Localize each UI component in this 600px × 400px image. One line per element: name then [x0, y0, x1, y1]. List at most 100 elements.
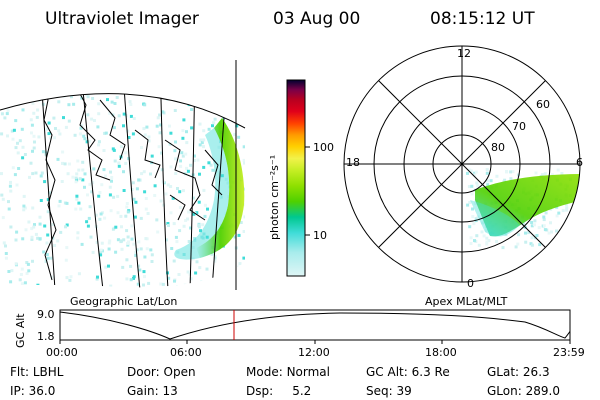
noise-speck	[172, 222, 176, 226]
noise-speck	[198, 143, 202, 147]
polar-noise-speck	[530, 243, 534, 247]
noise-speck	[64, 225, 67, 229]
noise-speck	[173, 87, 176, 90]
noise-speck	[229, 93, 233, 95]
noise-speck	[2, 241, 6, 245]
noise-speck	[143, 255, 147, 259]
noise-speck	[97, 140, 101, 144]
noise-speck	[9, 280, 13, 284]
noise-speck	[0, 172, 3, 176]
noise-speck	[46, 210, 50, 214]
noise-speck	[35, 115, 39, 119]
noise-speck	[21, 156, 25, 160]
noise-speck	[181, 87, 184, 90]
noise-speck	[75, 79, 78, 82]
noise-speck	[122, 238, 126, 242]
noise-speck	[69, 275, 73, 279]
noise-speck	[120, 225, 123, 229]
noise-speck	[201, 236, 205, 240]
noise-speck	[230, 89, 233, 92]
polar-noise-speck	[555, 214, 559, 218]
noise-speck	[181, 189, 185, 193]
noise-speck	[233, 235, 237, 239]
mlt-label-18: 18	[346, 156, 360, 169]
noise-speck	[239, 62, 242, 65]
noise-speck	[129, 264, 133, 268]
polar-noise-speck	[549, 221, 552, 225]
noise-speck	[211, 252, 214, 256]
polar-noise-speck	[486, 183, 490, 187]
geo-meridians	[39, 93, 229, 288]
polar-noise-speck	[471, 207, 474, 211]
noise-speck	[129, 278, 133, 282]
polar-noise-speck	[516, 173, 520, 177]
polar-noise-speck	[476, 215, 480, 219]
polar-noise-speck	[473, 239, 476, 243]
polar-noise-speck	[486, 179, 490, 183]
noise-speck	[99, 253, 103, 257]
noise-speck	[14, 119, 18, 123]
noise-speck	[51, 285, 55, 288]
noise-speck	[57, 129, 61, 133]
noise-speck	[145, 247, 149, 251]
altitude-curve	[59, 311, 571, 340]
noise-speck	[132, 242, 136, 246]
noise-speck	[79, 73, 82, 76]
noise-speck	[98, 251, 102, 254]
polar-noise-speck	[468, 225, 472, 229]
noise-speck	[3, 116, 7, 120]
noise-speck	[82, 86, 85, 89]
polar-panel-label: Apex MLat/MLT	[425, 295, 508, 308]
noise-speck	[110, 81, 113, 84]
noise-speck	[4, 99, 7, 103]
polar-noise-speck	[530, 236, 534, 240]
noise-speck	[38, 237, 42, 241]
noise-speck	[23, 153, 27, 156]
noise-speck	[61, 161, 64, 165]
noise-speck	[66, 77, 69, 80]
noise-speck	[7, 207, 11, 211]
noise-speck	[124, 67, 127, 70]
noise-speck	[9, 180, 12, 184]
noise-speck	[17, 167, 21, 170]
noise-speck	[143, 103, 147, 107]
noise-speck	[130, 237, 134, 241]
noise-speck	[195, 211, 199, 215]
noise-speck	[185, 166, 188, 170]
noise-speck	[219, 195, 223, 199]
noise-speck	[86, 71, 89, 74]
noise-speck	[67, 162, 71, 166]
noise-speck	[249, 67, 252, 70]
noise-speck	[22, 65, 25, 68]
noise-speck	[147, 139, 151, 143]
noise-speck	[103, 216, 107, 220]
noise-speck	[67, 60, 70, 63]
polar-noise-speck	[540, 173, 544, 177]
noise-speck	[89, 287, 92, 290]
noise-speck	[217, 145, 221, 149]
noise-speck	[15, 183, 19, 187]
polar-noise-speck	[578, 236, 580, 240]
noise-speck	[132, 276, 135, 280]
noise-speck	[177, 273, 181, 276]
noise-speck	[134, 251, 138, 255]
noise-speck	[25, 271, 29, 275]
noise-speck	[201, 223, 205, 227]
noise-speck	[248, 158, 251, 161]
noise-speck	[153, 184, 157, 188]
noise-speck	[47, 132, 51, 136]
polar-noise-speck	[550, 230, 553, 234]
noise-speck	[11, 137, 15, 141]
noise-speck	[132, 117, 136, 120]
noise-speck	[168, 142, 172, 146]
polar-noise-speck	[558, 245, 562, 249]
noise-speck	[24, 228, 28, 232]
noise-speck	[176, 187, 179, 190]
noise-speck	[197, 288, 200, 291]
polar-noise-speck	[514, 245, 518, 249]
noise-speck	[211, 168, 215, 172]
noise-speck	[63, 201, 67, 205]
polar-noise-speck	[537, 226, 541, 230]
noise-speck	[68, 287, 71, 290]
noise-speck	[233, 68, 236, 71]
